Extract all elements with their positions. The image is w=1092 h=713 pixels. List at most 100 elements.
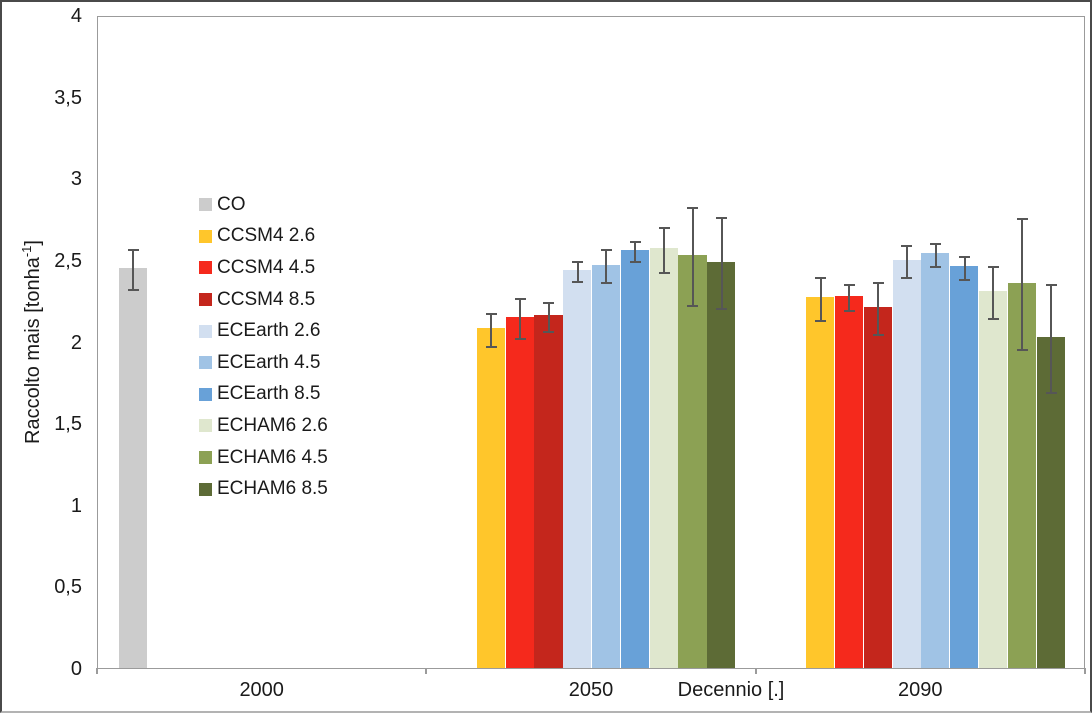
legend-item-ecearth-4.5: ECEarth 4.5 — [199, 347, 328, 379]
error-bar-cap — [815, 277, 826, 280]
error-bar — [877, 283, 880, 336]
legend-swatch-icon — [199, 229, 212, 243]
bar-ccsm4-8.5-2050 — [534, 315, 563, 668]
y-tick-label: 3,5 — [54, 86, 82, 109]
legend-swatch-icon — [199, 356, 212, 370]
error-bar-cap — [629, 260, 641, 263]
legend-label: ECHAM6 4.5 — [217, 446, 328, 468]
error-bar — [963, 257, 966, 280]
legend-item-ccsm4-2.6: CCSM4 2.6 — [199, 221, 328, 253]
error-bar-cap — [514, 337, 526, 340]
legend-item-echam6-8.5: ECHAM6 8.5 — [199, 473, 328, 505]
legend-label: ECEarth 8.5 — [217, 383, 321, 405]
error-bar-cap — [1016, 349, 1028, 351]
y-tick-label: 0,5 — [54, 576, 82, 599]
x-tick-mark — [1084, 668, 1086, 674]
error-bar — [992, 266, 995, 319]
error-bar — [905, 245, 908, 279]
error-bar-cap — [600, 249, 612, 252]
error-bar-cap — [543, 301, 555, 304]
legend-label: ECHAM6 8.5 — [217, 478, 328, 500]
y-tick-label: 4 — [70, 5, 82, 27]
error-bar-cap — [127, 288, 139, 291]
bar-ccsm4-2.6-2090 — [806, 297, 835, 668]
error-bar-cap — [959, 278, 971, 281]
error-bar — [691, 208, 694, 306]
error-bar-cap — [514, 298, 526, 301]
legend-item-ccsm4-4.5: CCSM4 4.5 — [199, 252, 328, 284]
error-bar-cap — [1016, 218, 1028, 221]
y-tick-label: 1,5 — [54, 413, 82, 436]
bar-ccsm4-2.6-2050 — [476, 328, 505, 668]
legend-label: CCSM4 8.5 — [217, 288, 316, 310]
error-bar-cap — [687, 207, 699, 209]
bar-ecearth-4.5-2050 — [592, 264, 621, 668]
legend-item-echam6-4.5: ECHAM6 4.5 — [199, 442, 328, 474]
legend-label: ECHAM6 2.6 — [217, 414, 328, 436]
error-bar-cap — [901, 277, 913, 280]
x-tick-mark — [96, 668, 98, 674]
legend-label: CO — [217, 193, 246, 215]
legend-item-co: CO — [199, 189, 328, 221]
error-bar — [605, 250, 608, 284]
error-bar — [848, 284, 851, 311]
error-bar — [934, 243, 937, 267]
error-bar-cap — [901, 244, 913, 247]
error-bar-cap — [987, 318, 999, 320]
legend-swatch-icon — [199, 387, 212, 401]
legend-item-echam6-2.6: ECHAM6 2.6 — [199, 410, 328, 442]
bar-ecearth-2.6-2050 — [563, 269, 592, 668]
error-bar-cap — [1045, 391, 1057, 394]
y-tick-label: 3 — [70, 168, 82, 191]
error-bar-cap — [815, 319, 826, 322]
legend-swatch-icon — [199, 482, 212, 496]
error-bar — [132, 250, 134, 290]
x-tick-mark — [425, 668, 428, 674]
x-category-label-2050: 2050 — [568, 679, 614, 701]
bar-ecearth-4.5-2090 — [921, 253, 950, 668]
bar-ecearth-8.5-2050 — [620, 250, 649, 668]
bar-ecearth-2.6-2090 — [892, 259, 921, 668]
legend-label: ECEarth 2.6 — [217, 320, 321, 342]
error-bar-cap — [543, 331, 555, 334]
y-tick-label: 2,5 — [54, 249, 82, 272]
x-category-label-2090: 2090 — [898, 679, 943, 701]
error-bar-cap — [843, 309, 855, 312]
legend-swatch-icon — [199, 419, 212, 433]
error-bar-cap — [572, 280, 584, 283]
bar-ccsm4-8.5-2090 — [863, 307, 892, 668]
error-bar — [547, 302, 550, 333]
error-bar-cap — [872, 334, 884, 337]
legend-swatch-icon — [199, 324, 212, 338]
error-bar-cap — [687, 305, 699, 307]
y-tick-label: 1 — [70, 494, 82, 517]
error-bar-cap — [629, 241, 641, 244]
bar-echam6-4.5-2050 — [678, 255, 707, 668]
bar-echam6-8.5-2050 — [707, 261, 736, 668]
error-bar — [490, 314, 493, 347]
error-bar-cap — [872, 282, 884, 285]
error-bar-cap — [485, 345, 497, 348]
legend-label: CCSM4 2.6 — [217, 225, 316, 247]
error-bar-cap — [716, 308, 728, 311]
error-bar — [1050, 284, 1052, 393]
y-tick-label: 2 — [70, 331, 82, 354]
error-bar-cap — [127, 249, 139, 252]
error-bar-cap — [572, 260, 584, 263]
legend-item-ecearth-8.5: ECEarth 8.5 — [199, 379, 328, 411]
x-axis-title: Decennio [.] — [677, 679, 785, 701]
legend-swatch-icon — [199, 293, 212, 307]
bar-ccsm4-4.5-2090 — [834, 295, 864, 668]
error-bar-cap — [658, 272, 670, 275]
bar-ccsm4-4.5-2050 — [505, 317, 534, 668]
x-category-label-2000: 2000 — [239, 679, 284, 701]
legend-swatch-icon — [199, 451, 212, 465]
y-axis-title-bracket: ] — [21, 240, 44, 246]
error-bar-cap — [843, 283, 855, 286]
error-bar-cap — [716, 216, 728, 219]
error-bar — [634, 242, 637, 262]
legend-label: CCSM4 4.5 — [217, 256, 316, 278]
plot-area — [97, 16, 1085, 669]
legend-item-ecearth-2.6: ECEarth 2.6 — [199, 315, 328, 347]
